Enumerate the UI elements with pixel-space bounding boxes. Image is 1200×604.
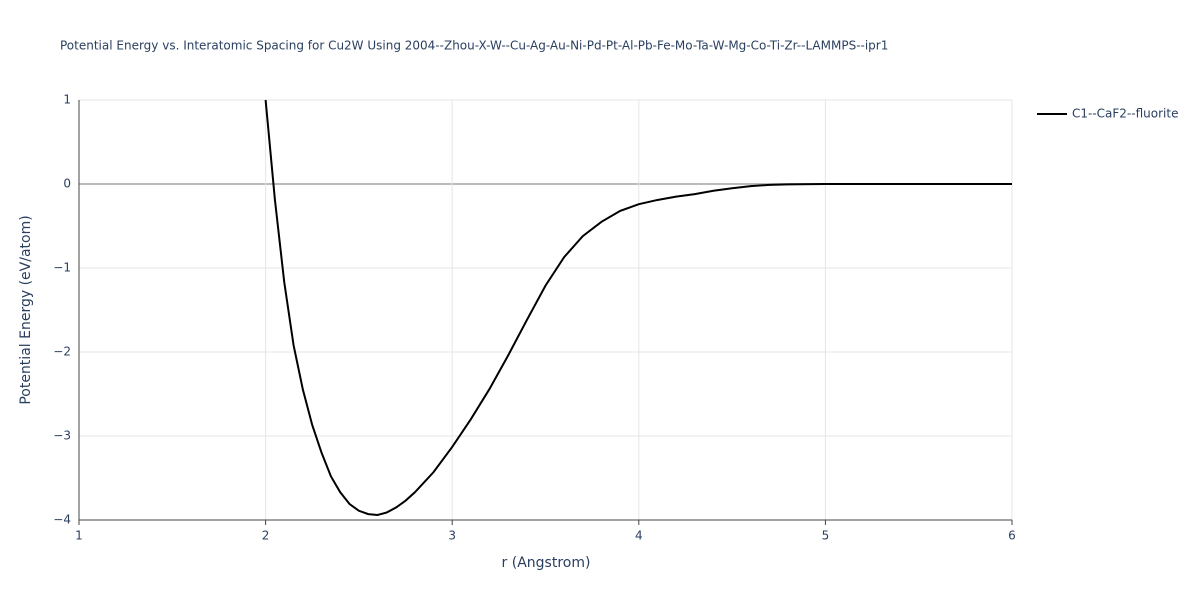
y-tick-label: −4 [53,513,71,527]
y-tick-label: 1 [63,93,71,107]
y-tick-label: 0 [63,177,71,191]
chart-title: Potential Energy vs. Interatomic Spacing… [60,39,888,53]
x-tick-label: 3 [448,529,456,543]
legend-label: C1--CaF2--fluorite [1072,107,1178,121]
x-axis-title: r (Angstrom) [502,555,591,571]
x-tick-label: 6 [1008,529,1016,543]
y-tick-label: −1 [53,261,71,275]
y-tick-label: −3 [53,429,71,443]
x-tick-label: 2 [262,529,270,543]
line [264,99,1012,516]
x-tick-label: 4 [635,529,643,543]
y-tick-label: −2 [53,345,71,359]
y-axis-title: Potential Energy (eV/atom) [18,215,34,404]
x-tick-label: 5 [822,529,830,543]
x-tick-label: 1 [75,529,83,543]
